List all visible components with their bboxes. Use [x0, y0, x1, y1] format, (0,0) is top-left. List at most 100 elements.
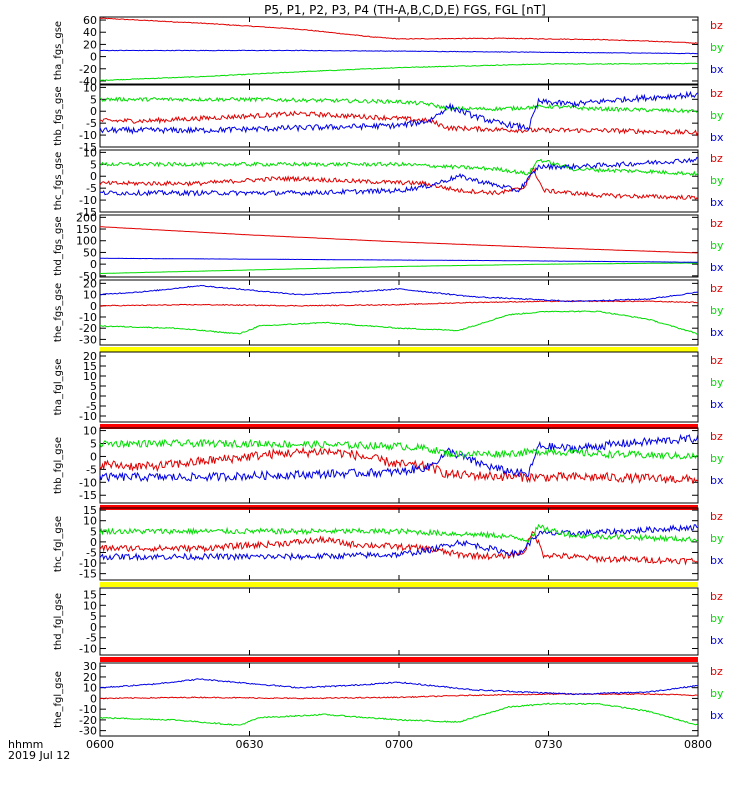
- legend-by: by: [710, 109, 724, 122]
- panel-frame: [99, 662, 699, 737]
- series-bx-line: [99, 524, 699, 562]
- y-tick-label: 10: [83, 289, 97, 302]
- status-bar-red: [100, 657, 698, 662]
- y-tick-label: -20: [79, 322, 97, 335]
- y-axis-label: thd_fgl_gse: [53, 593, 64, 650]
- legend-bz: bz: [710, 354, 723, 367]
- y-tick-label: 15: [83, 360, 97, 373]
- x-tick-label: 0730: [535, 738, 563, 751]
- legend-by: by: [710, 41, 724, 54]
- y-axis-label: thb_fgs_gse: [53, 86, 64, 145]
- y-tick-label: -20: [79, 714, 97, 727]
- y-tick-label: 0: [90, 300, 97, 313]
- y-tick-label: 10: [83, 370, 97, 383]
- y-tick-label: -30: [79, 725, 97, 738]
- legend-bx: bx: [710, 554, 724, 567]
- y-tick-label: 10: [83, 515, 97, 528]
- series-bx-line: [99, 678, 699, 696]
- y-tick-label: -10: [79, 311, 97, 324]
- legend-by: by: [710, 174, 724, 187]
- series-bz-line: [99, 693, 699, 700]
- y-tick-label: 20: [83, 671, 97, 684]
- y-axis-label: the_fgl_gse: [53, 671, 64, 728]
- y-tick-label: -20: [79, 63, 97, 76]
- y-tick-label: -10: [79, 703, 97, 716]
- series-bx-line: [99, 257, 698, 263]
- y-axis-label: thb_fgl_gse: [53, 437, 64, 494]
- series-bz-line: [99, 165, 699, 201]
- x-tick-label: 0600: [86, 738, 114, 751]
- status-bar-yellow: [100, 347, 698, 352]
- y-tick-label: 0: [90, 170, 97, 183]
- series-bz-line: [99, 531, 699, 566]
- legend-bx: bx: [710, 261, 724, 274]
- series-by-line: [99, 523, 699, 543]
- y-tick-label: -5: [86, 546, 97, 559]
- legend-bx: bx: [710, 634, 724, 647]
- legend-by: by: [710, 304, 724, 317]
- y-tick-label: 20: [83, 350, 97, 363]
- x-tick-label: 0800: [684, 738, 712, 751]
- y-tick-label: -40: [79, 75, 97, 88]
- figure-title: P5, P1, P2, P3, P4 (TH-A,B,C,D,E) FGS, F…: [264, 3, 546, 17]
- y-tick-label: 60: [83, 14, 97, 27]
- time-axis-label: hhmm: [8, 738, 43, 751]
- y-tick-label: 20: [83, 277, 97, 290]
- series-by-line: [99, 438, 699, 461]
- legend-by: by: [710, 452, 724, 465]
- y-tick-label: 150: [76, 223, 97, 236]
- y-tick-label: -10: [79, 476, 97, 489]
- legend-bx: bx: [710, 474, 724, 487]
- series-by-line: [99, 96, 698, 114]
- legend-by: by: [710, 239, 724, 252]
- y-tick-label: 10: [83, 425, 97, 438]
- y-tick-label: 5: [90, 438, 97, 451]
- y-tick-label: 5: [90, 158, 97, 171]
- y-tick-label: 50: [83, 246, 97, 259]
- series-bx-line: [99, 49, 699, 55]
- series-bz-line: [99, 17, 699, 44]
- legend-by: by: [710, 612, 724, 625]
- legend-bx: bx: [710, 398, 724, 411]
- y-tick-label: -50: [79, 270, 97, 283]
- y-tick-label: -15: [79, 489, 97, 502]
- y-tick-label: -10: [79, 557, 97, 570]
- y-tick-label: -15: [79, 568, 97, 581]
- y-axis-label: thd_fgs_gse: [53, 216, 64, 275]
- y-axis-label: thc_fgs_gse: [53, 152, 64, 211]
- y-tick-label: 0: [90, 258, 97, 271]
- panel-frame: [99, 214, 699, 278]
- y-tick-label: 15: [83, 504, 97, 517]
- y-tick-label: -5: [86, 117, 97, 130]
- panel-frame: [99, 351, 699, 423]
- y-tick-label: 5: [90, 610, 97, 623]
- y-tick-label: 0: [90, 536, 97, 549]
- y-tick-label: -5: [86, 400, 97, 413]
- x-tick-label: 0700: [385, 738, 413, 751]
- series-bz-line: [99, 226, 699, 254]
- y-tick-label: 10: [83, 599, 97, 612]
- y-tick-label: -10: [79, 643, 97, 656]
- legend-bz: bz: [710, 282, 723, 295]
- series-bz-line: [99, 446, 699, 485]
- legend-bz: bz: [710, 665, 723, 678]
- legend-bx: bx: [710, 326, 724, 339]
- y-tick-label: 15: [83, 588, 97, 601]
- panel-frame: [99, 84, 699, 148]
- legend-by: by: [710, 376, 724, 389]
- legend-bx: bx: [710, 709, 724, 722]
- y-tick-label: 5: [90, 380, 97, 393]
- series-by-line: [99, 702, 699, 726]
- legend-bz: bz: [710, 19, 723, 32]
- status-bar-red: [100, 424, 698, 429]
- y-axis-label: the_fgs_gse: [53, 283, 64, 342]
- y-tick-label: 0: [90, 692, 97, 705]
- y-tick-label: -15: [79, 141, 97, 154]
